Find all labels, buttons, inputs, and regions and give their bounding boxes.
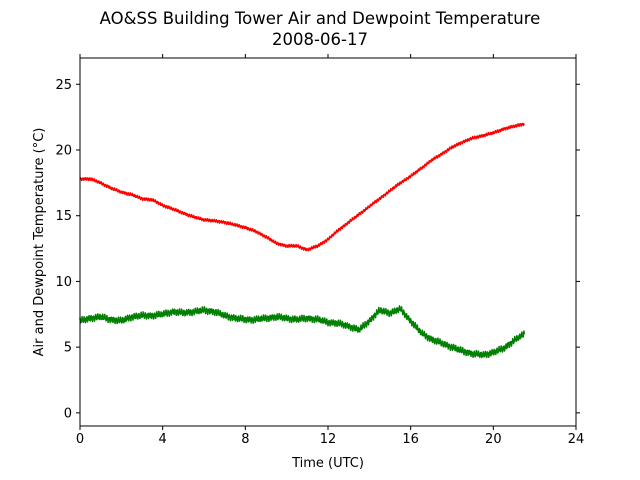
series-layer xyxy=(79,122,526,359)
x-tick-label: 24 xyxy=(568,432,585,447)
y-tick-label: 25 xyxy=(55,78,72,93)
y-axis-label: Air and Dewpoint Temperature (°C) xyxy=(32,128,47,357)
y-tick-label: 20 xyxy=(55,144,72,159)
x-tick-label: 8 xyxy=(241,432,249,447)
x-tick-label: 4 xyxy=(159,432,167,447)
x-tick-label: 20 xyxy=(485,432,502,447)
y-tick-label: 15 xyxy=(55,209,72,224)
series-line-0 xyxy=(79,122,525,252)
y-axis-ticks: 0 5 10 15 20 25 xyxy=(55,78,580,421)
x-tick-label: 12 xyxy=(320,432,337,447)
x-axis-ticks: 0 4 8 12 16 20 24 xyxy=(76,54,584,447)
y-tick-label: 5 xyxy=(64,341,72,356)
y-tick-label: 10 xyxy=(55,275,72,290)
x-tick-label: 16 xyxy=(402,432,419,447)
chart-title: AO&SS Building Tower Air and Dewpoint Te… xyxy=(100,9,541,28)
x-axis-label: Time (UTC) xyxy=(291,456,364,471)
x-tick-label: 0 xyxy=(76,432,84,447)
y-tick-label: 0 xyxy=(64,406,72,421)
series-line-1 xyxy=(79,305,526,359)
chart-subtitle: 2008-06-17 xyxy=(272,30,368,49)
